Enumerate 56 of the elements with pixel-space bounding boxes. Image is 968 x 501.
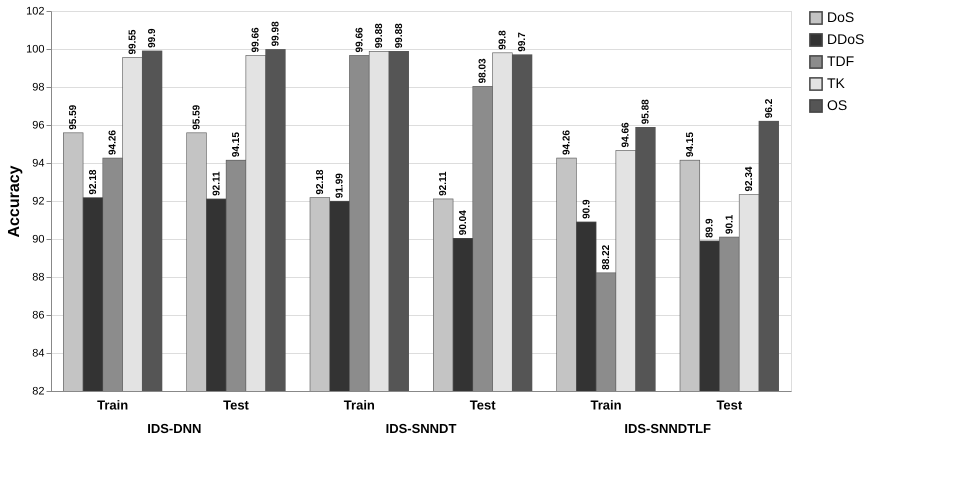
data-label: 99.88 [394,22,405,48]
y-tick-label: 82 [32,386,44,398]
data-label: 92.18 [314,169,326,195]
data-label: 99.66 [250,26,262,52]
data-label: 94.15 [684,132,696,158]
data-label: 90.04 [458,210,469,236]
data-label: 96.2 [764,98,775,118]
y-tick-label: 86 [32,310,44,322]
data-label: 99.8 [497,30,508,50]
data-label: 94.26 [108,130,119,156]
data-label: 94.15 [231,132,242,158]
legend-label: DoS [827,9,854,25]
data-label: 98.03 [478,58,489,84]
data-label: 99.55 [127,29,138,55]
y-tick-label: 88 [32,272,44,284]
data-label: 99.88 [374,22,386,48]
x-tick-label: Train [97,398,128,412]
data-label: 90.1 [724,214,736,234]
data-label: 95.88 [640,98,652,124]
data-label: 95.59 [192,104,203,130]
y-tick-label: 90 [32,234,44,246]
text: IDS-SNNDT [386,421,456,436]
y-tick-label: 96 [32,120,44,132]
data-label: 99.98 [270,20,282,46]
y-tick-label: 84 [32,348,44,360]
data-label: 94.66 [620,122,632,148]
data-label: 92.18 [88,169,99,195]
legend-label: TK [827,75,846,91]
legend-label: TDF [827,53,854,69]
legend-label: DDoS [827,31,864,47]
data-label: 99.7 [517,32,528,52]
data-label: 99.9 [147,28,158,48]
data-label: 99.66 [354,26,366,52]
data-label: 94.26 [562,130,573,156]
data-label: 88.22 [601,244,612,270]
y-tick-label: 94 [32,158,44,170]
data-label: 95.59 [68,104,80,130]
data-label: 92.34 [744,166,756,192]
data-label: 92.11 [438,171,450,196]
y-tick-label: 100 [26,44,44,56]
text: IDS-SNNDTLF [624,421,712,436]
x-tick-label: Test [223,398,250,412]
data-label: 92.11 [211,171,222,196]
y-tick-label: 98 [32,82,44,94]
y-axis-title: Accuracy [6,165,24,238]
data-label: 89.9 [704,218,716,238]
x-tick-label: Test [470,398,496,412]
y-tick-label: 92 [32,196,44,208]
legend-label: OS [827,97,848,113]
text: IDS-DNN [147,421,202,436]
x-tick-label: Test [716,398,743,412]
x-tick-label: Train [590,398,622,412]
data-label: 91.99 [334,172,346,198]
data-label: 90.9 [581,199,592,219]
x-tick-label: Train [344,398,375,412]
y-tick-label: 102 [26,6,44,18]
